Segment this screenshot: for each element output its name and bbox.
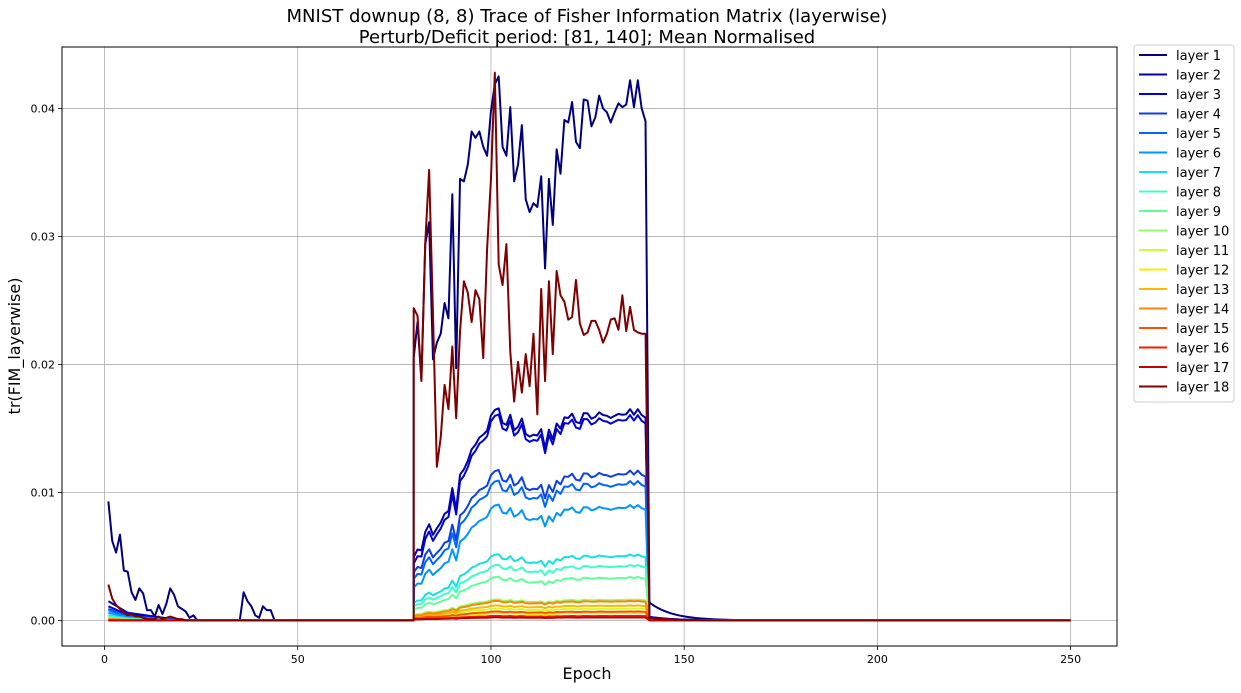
legend-entry: layer 16	[1176, 342, 1229, 357]
legend-entry: layer 2	[1176, 69, 1221, 84]
legend-entry: layer 3	[1176, 88, 1221, 103]
legend-entry: layer 7	[1176, 166, 1221, 181]
legend-entry: layer 11	[1176, 244, 1229, 259]
legend-entry: layer 10	[1176, 225, 1229, 240]
x-tick-label: 150	[674, 653, 695, 666]
x-tick-label: 100	[480, 653, 501, 666]
legend-entry: layer 18	[1176, 381, 1229, 396]
legend-entry: layer 14	[1176, 303, 1229, 318]
x-tick-label: 50	[291, 653, 305, 666]
y-tick-label: 0.02	[31, 358, 56, 371]
x-axis-label: Epoch	[563, 664, 612, 683]
x-tick-label: 0	[101, 653, 108, 666]
plot-frame	[61, 46, 1118, 647]
x-tick-label: 200	[867, 653, 888, 666]
legend: layer 1 layer 2 layer 3 layer 4 layer 5 layer…	[1133, 44, 1235, 403]
legend-entry: layer 15	[1176, 322, 1229, 337]
y-axis-ticks: 0.00 0.01 0.02 0.03 0.04	[31, 102, 62, 627]
chart-subtitle: Perturb/Deficit period: [81, 140]; Mean …	[359, 27, 815, 48]
x-axis-ticks: 0 50 100 150 200 250	[101, 646, 1081, 666]
legend-entry: layer 9	[1176, 205, 1221, 220]
plot-series	[107, 71, 1071, 622]
legend-entry: layer 1	[1176, 49, 1221, 64]
legend-entry: layer 12	[1176, 264, 1229, 279]
legend-entry: layer 13	[1176, 283, 1229, 298]
legend-entry: layer 8	[1176, 186, 1221, 201]
y-tick-label: 0.03	[31, 230, 56, 243]
x-tick-label: 250	[1060, 653, 1081, 666]
legend-box	[1133, 44, 1235, 403]
y-tick-label: 0.04	[31, 102, 56, 115]
legend-entry: layer 5	[1176, 127, 1221, 142]
chart-title: MNIST downup (8, 8) Trace of Fisher Info…	[287, 6, 888, 27]
y-tick-label: 0.00	[31, 614, 56, 627]
legend-entry: layer 6	[1176, 147, 1221, 162]
y-tick-label: 0.01	[31, 486, 56, 499]
series-line-layer-18	[107, 71, 1071, 622]
y-axis-label: tr(FIM_layerwise)	[5, 278, 25, 415]
legend-entry: layer 17	[1176, 361, 1229, 376]
legend-entry: layer 4	[1176, 108, 1221, 123]
